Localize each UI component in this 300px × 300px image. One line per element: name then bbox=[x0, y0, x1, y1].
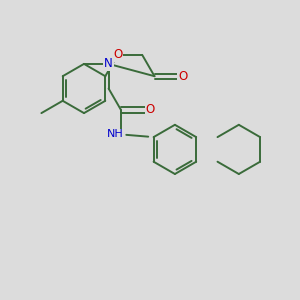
Text: N: N bbox=[104, 57, 113, 70]
Text: O: O bbox=[178, 70, 187, 83]
Text: NH: NH bbox=[107, 129, 124, 140]
Text: O: O bbox=[113, 48, 122, 62]
Text: O: O bbox=[146, 103, 154, 116]
